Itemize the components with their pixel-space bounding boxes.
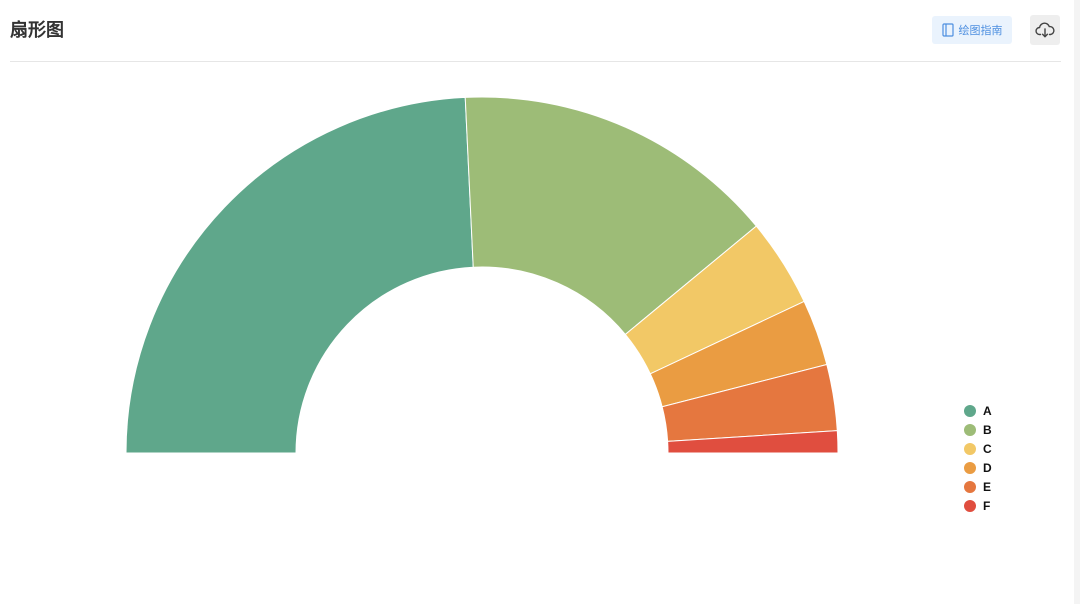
- cloud-download-icon: [1035, 22, 1055, 38]
- legend-item-a[interactable]: A: [964, 401, 992, 420]
- legend-item-b[interactable]: B: [964, 420, 992, 439]
- legend-swatch: [964, 461, 976, 474]
- header: 扇形图 绘图指南: [10, 0, 1061, 62]
- legend-swatch: [964, 442, 976, 455]
- legend-label: B: [983, 422, 992, 437]
- legend-label: F: [983, 498, 991, 513]
- legend-label: D: [983, 460, 992, 475]
- slice-a[interactable]: [125, 96, 474, 454]
- drawing-guide-button[interactable]: 绘图指南: [932, 16, 1012, 44]
- legend-item-c[interactable]: C: [964, 439, 992, 458]
- slice-b[interactable]: [464, 96, 758, 336]
- legend-label: A: [983, 403, 992, 418]
- legend-swatch: [964, 499, 976, 512]
- legend-label: E: [983, 479, 992, 494]
- legend-swatch: [964, 423, 976, 436]
- legend-item-e[interactable]: E: [964, 477, 992, 496]
- download-button[interactable]: [1030, 15, 1060, 45]
- legend-label: C: [983, 441, 992, 456]
- legend-swatch: [964, 480, 976, 493]
- slice-f[interactable]: [667, 430, 839, 454]
- page-title: 扇形图: [10, 20, 64, 41]
- drawing-guide-label: 绘图指南: [958, 24, 1003, 37]
- book-icon: [941, 23, 954, 37]
- legend-item-f[interactable]: F: [964, 496, 992, 515]
- scrollbar-track: [1074, 0, 1080, 604]
- legend-swatch: [964, 404, 976, 417]
- legend-item-d[interactable]: D: [964, 458, 992, 477]
